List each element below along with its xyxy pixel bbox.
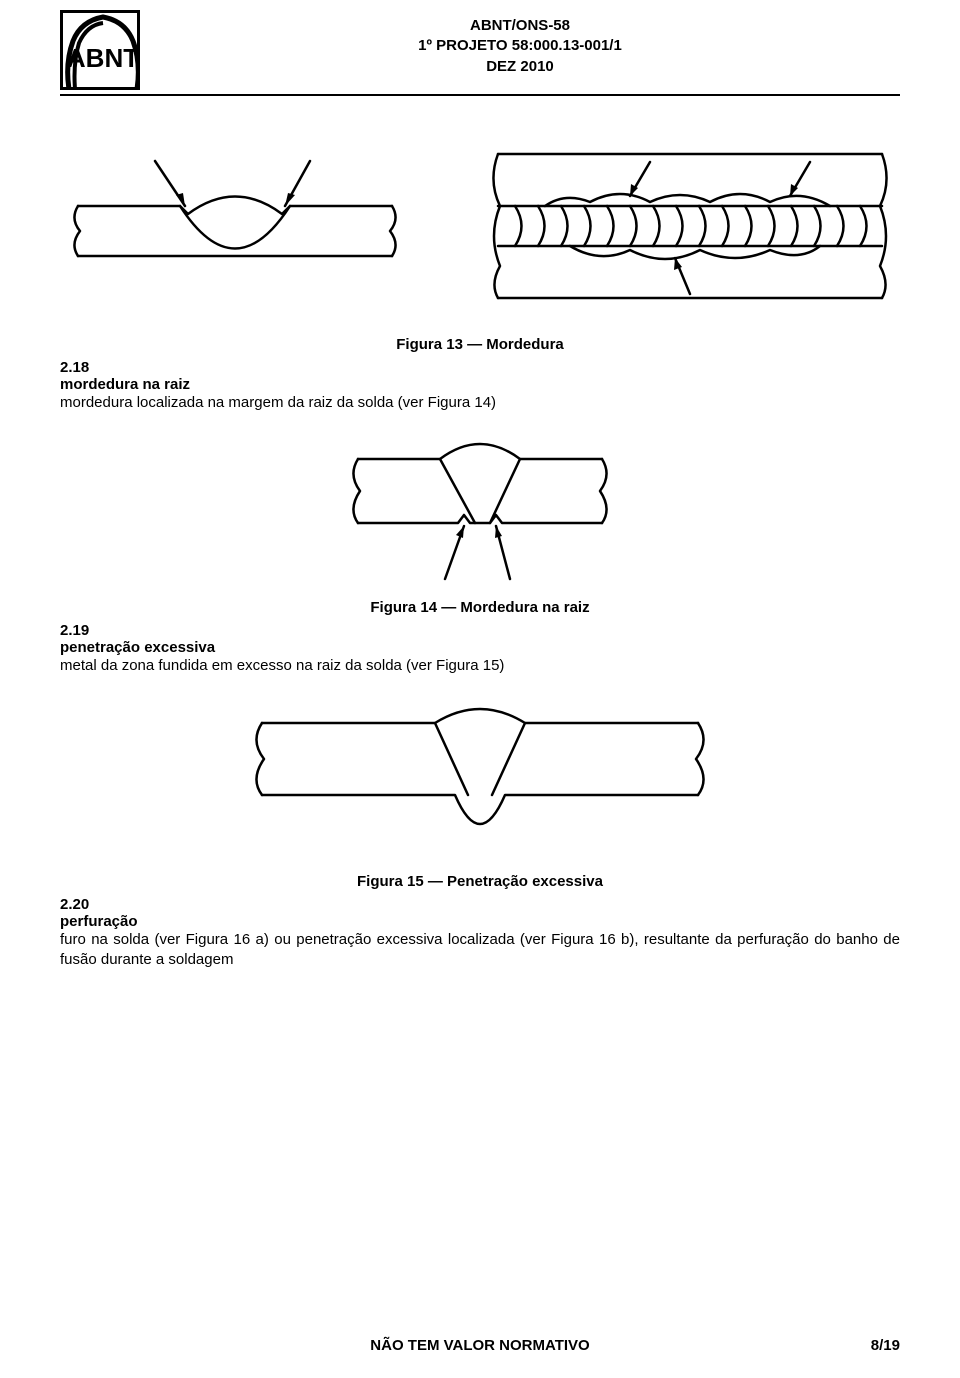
- figure-14-container: [60, 431, 900, 591]
- section-number: 2.20: [60, 896, 900, 913]
- figure-15-caption: Figura 15 — Penetração excessiva: [60, 873, 900, 890]
- figure-15-container: [60, 695, 900, 865]
- header-text: ABNT/ONS-58 1º PROJETO 58:000.13-001/1 D…: [140, 10, 900, 77]
- figure-13-row: [60, 126, 900, 326]
- section-body: metal da zona fundida em excesso na raiz…: [60, 656, 900, 676]
- section-title: perfuração: [60, 913, 900, 930]
- section-body: furo na solda (ver Figura 16 a) ou penet…: [60, 930, 900, 971]
- section-number: 2.18: [60, 359, 900, 376]
- page: ABNT ABNT/ONS-58 1º PROJETO 58:000.13-00…: [0, 0, 960, 970]
- figure-13b: [480, 126, 900, 326]
- figure-13-caption: Figura 13 — Mordedura: [60, 336, 900, 353]
- header-line-2: 1º PROJETO 58:000.13-001/1: [140, 36, 900, 56]
- header-line-3: DEZ 2010: [140, 57, 900, 77]
- abnt-logo: ABNT: [60, 10, 140, 90]
- figure-14: [340, 431, 620, 591]
- section-title: penetração excessiva: [60, 639, 900, 656]
- section-2-19: 2.19 penetração excessiva metal da zona …: [60, 622, 900, 676]
- figure-15: [240, 695, 720, 865]
- page-header: ABNT ABNT/ONS-58 1º PROJETO 58:000.13-00…: [60, 10, 900, 96]
- header-line-1: ABNT/ONS-58: [140, 16, 900, 36]
- section-title: mordedura na raiz: [60, 376, 900, 393]
- section-number: 2.19: [60, 622, 900, 639]
- section-body: mordedura localizada na margem da raiz d…: [60, 393, 900, 413]
- footer-center: NÃO TEM VALOR NORMATIVO: [370, 1337, 589, 1354]
- figure-13a: [60, 151, 410, 301]
- figure-14-caption: Figura 14 — Mordedura na raiz: [60, 599, 900, 616]
- section-2-18: 2.18 mordedura na raiz mordedura localiz…: [60, 359, 900, 413]
- page-footer: NÃO TEM VALOR NORMATIVO 8/19: [60, 1337, 900, 1354]
- footer-page-number: 8/19: [871, 1337, 900, 1354]
- section-2-20: 2.20 perfuração furo na solda (ver Figur…: [60, 896, 900, 971]
- svg-text:ABNT: ABNT: [67, 43, 139, 73]
